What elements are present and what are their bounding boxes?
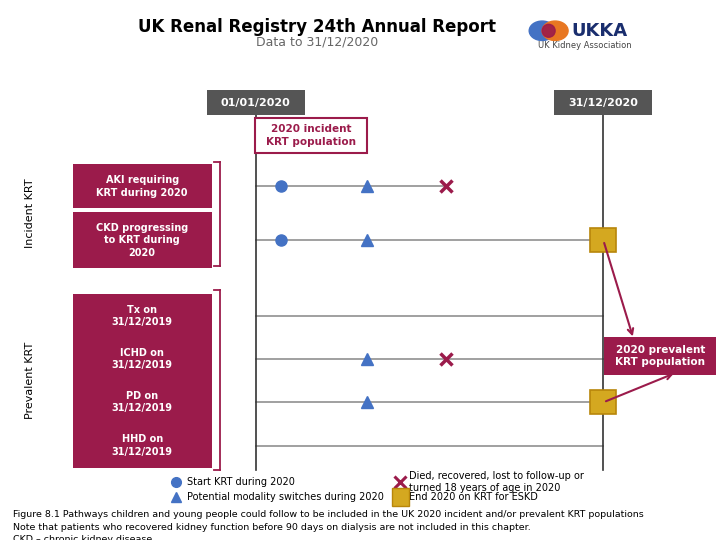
Text: Incident KRT: Incident KRT [25, 179, 35, 248]
FancyBboxPatch shape [73, 212, 212, 268]
FancyBboxPatch shape [604, 337, 716, 375]
Text: UK Kidney Association: UK Kidney Association [538, 42, 631, 50]
Text: End 2020 on KRT for ESKD: End 2020 on KRT for ESKD [409, 492, 538, 502]
FancyBboxPatch shape [73, 380, 212, 424]
Text: ICHD on
31/12/2019: ICHD on 31/12/2019 [112, 348, 173, 370]
Text: 2020 incident
KRT population: 2020 incident KRT population [266, 124, 356, 147]
Text: PD on
31/12/2019: PD on 31/12/2019 [112, 391, 173, 414]
Text: Prevalent KRT: Prevalent KRT [25, 342, 35, 420]
Text: HHD on
31/12/2019: HHD on 31/12/2019 [112, 434, 173, 457]
FancyBboxPatch shape [73, 337, 212, 381]
Text: Potential modality switches during 2020: Potential modality switches during 2020 [187, 492, 384, 502]
Text: 01/01/2020: 01/01/2020 [221, 98, 290, 107]
Text: Data to 31/12/2020: Data to 31/12/2020 [256, 36, 378, 49]
Text: 31/12/2020: 31/12/2020 [568, 98, 639, 107]
FancyBboxPatch shape [255, 118, 367, 153]
FancyBboxPatch shape [590, 390, 616, 414]
FancyBboxPatch shape [392, 488, 409, 506]
Circle shape [542, 21, 568, 40]
FancyBboxPatch shape [73, 423, 212, 468]
Text: AKI requiring
KRT during 2020: AKI requiring KRT during 2020 [96, 175, 188, 198]
Text: UKKA: UKKA [571, 22, 627, 40]
FancyBboxPatch shape [554, 90, 652, 115]
Text: Figure 8.1 Pathways children and young people could follow to be included in the: Figure 8.1 Pathways children and young p… [13, 510, 644, 540]
FancyBboxPatch shape [207, 90, 305, 115]
Text: Died, recovered, lost to follow-up or
turned 18 years of age in 2020: Died, recovered, lost to follow-up or tu… [409, 471, 584, 494]
FancyBboxPatch shape [73, 294, 212, 338]
FancyBboxPatch shape [73, 164, 212, 208]
Text: Tx on
31/12/2019: Tx on 31/12/2019 [112, 305, 173, 327]
Ellipse shape [542, 24, 555, 37]
Text: 2020 prevalent
KRT population: 2020 prevalent KRT population [615, 345, 705, 367]
Text: UK Renal Registry 24th Annual Report: UK Renal Registry 24th Annual Report [138, 18, 496, 36]
Circle shape [529, 21, 555, 40]
FancyBboxPatch shape [590, 228, 616, 252]
Text: Start KRT during 2020: Start KRT during 2020 [187, 477, 295, 487]
Text: CKD progressing
to KRT during
2020: CKD progressing to KRT during 2020 [96, 223, 189, 258]
